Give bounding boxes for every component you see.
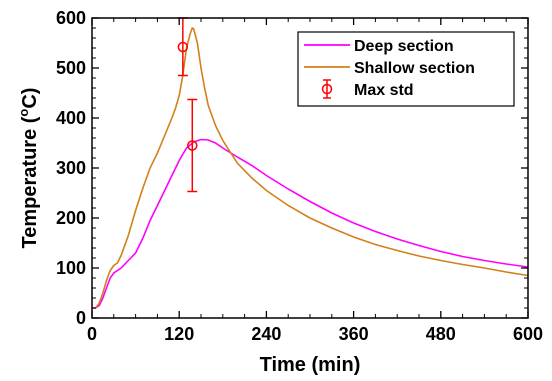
x-tick-label: 240 <box>251 324 281 344</box>
x-tick-label: 360 <box>339 324 369 344</box>
y-axis-title: Temperature (oC) <box>16 88 41 249</box>
error-point-1 <box>187 140 198 151</box>
legend: Deep section Shallow section Max std <box>297 31 515 107</box>
legend-error-point <box>321 83 333 95</box>
y-tick-label: 600 <box>56 8 86 28</box>
x-tick-label: 0 <box>87 324 97 344</box>
error-marker-1 <box>187 98 198 193</box>
y-tick-label: 0 <box>76 308 86 328</box>
legend-label-1: Shallow section <box>354 60 475 77</box>
y-tick-label: 200 <box>56 208 86 228</box>
y-tick-label: 300 <box>56 158 86 178</box>
y-axis-title-unit: C) <box>19 88 41 109</box>
legend-label-max-std: Max std <box>354 82 414 99</box>
y-tick-label: 400 <box>56 108 86 128</box>
error-point-0 <box>177 41 189 53</box>
legend-label-0: Deep section <box>354 38 454 55</box>
x-axis-title: Time (min) <box>260 354 361 376</box>
y-tick-label: 100 <box>56 258 86 278</box>
series-line-1 <box>92 26 529 309</box>
axis-ticks: 0 120 240 360 480 600 0 100 200 300 400 500 600 <box>56 8 543 344</box>
x-tick-label: 120 <box>164 324 194 344</box>
series-line-0 <box>92 138 529 309</box>
x-tick-label: 480 <box>426 324 456 344</box>
x-tick-label: 600 <box>513 324 543 344</box>
y-axis-title-main: Temperature ( <box>19 116 41 248</box>
y-axis-title-sup: o <box>16 109 31 117</box>
y-tick-label: 500 <box>56 58 86 78</box>
legend-box <box>297 31 515 107</box>
plot-area <box>92 17 529 309</box>
